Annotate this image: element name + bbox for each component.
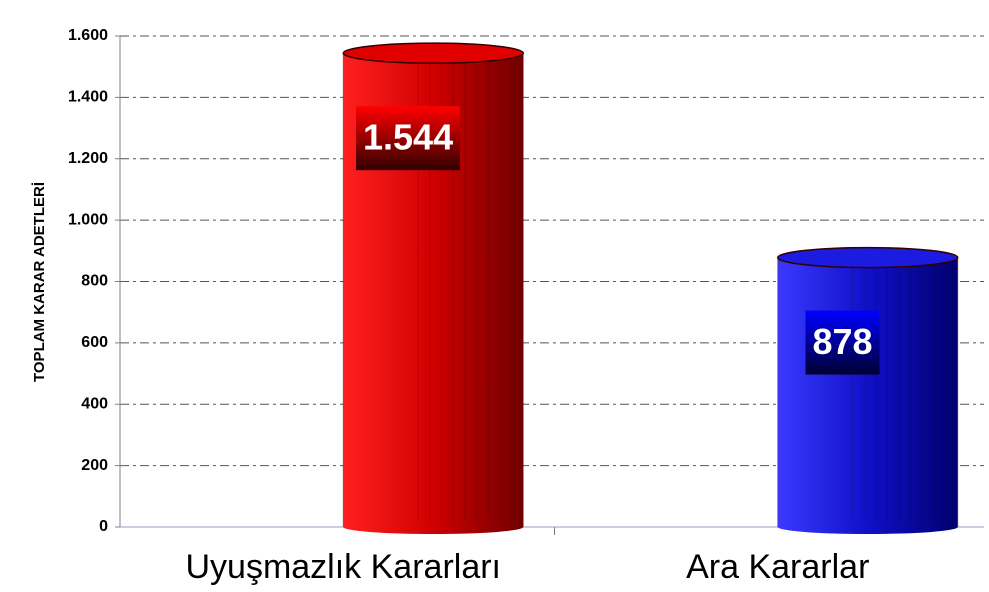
y-tick-label: 1.600 bbox=[68, 27, 108, 44]
value-label-box bbox=[805, 310, 880, 375]
value-label-box bbox=[356, 106, 461, 171]
y-tick-label: 1.400 bbox=[68, 89, 108, 106]
value-label: 1.544 bbox=[363, 117, 453, 158]
y-tick-label: 400 bbox=[81, 395, 108, 412]
bar-top bbox=[777, 246, 959, 269]
y-tick-label: 0 bbox=[99, 518, 108, 535]
y-tick-label: 600 bbox=[81, 334, 108, 351]
bar-top bbox=[342, 42, 524, 64]
x-tick-label: Uyuşmazlık Kararları bbox=[185, 548, 501, 586]
y-tick-label: 800 bbox=[81, 273, 108, 290]
bar bbox=[777, 257, 959, 528]
y-axis-label: TOPLAM KARAR ADETLERİ bbox=[31, 182, 48, 382]
y-tick-label: 1.200 bbox=[68, 150, 108, 167]
y-tick-label: 1.000 bbox=[68, 211, 108, 228]
y-tick-label: 200 bbox=[81, 457, 108, 474]
bar-base bbox=[343, 520, 524, 534]
value-label: 878 bbox=[813, 321, 873, 362]
x-tick-label: Ara Kararlar bbox=[686, 548, 869, 586]
bar-base bbox=[777, 520, 958, 534]
